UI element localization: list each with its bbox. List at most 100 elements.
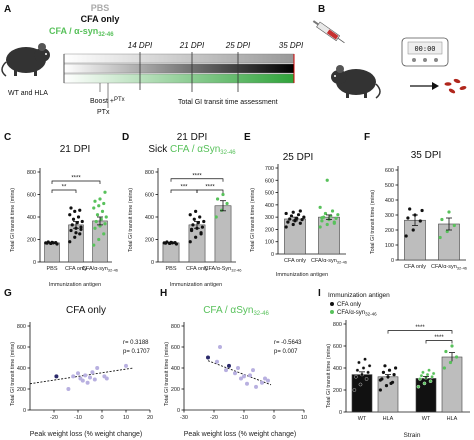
panel-i-point — [387, 368, 392, 372]
panel-i-ytick-label: 800 — [333, 322, 342, 328]
panel-e-xtick-label: CFA only — [284, 258, 306, 264]
panel-c-ytick-label: 800 — [27, 170, 36, 176]
panel-g-ytick-label: 800 — [17, 324, 26, 330]
panel-h-point — [242, 374, 246, 379]
panel-g-xlabel: Peak weight loss (% weight change) — [30, 431, 142, 438]
panel-g-xtick-label: -10 — [74, 415, 82, 421]
panel-c-point — [55, 242, 59, 246]
panel-i-point — [378, 388, 382, 392]
chart-i: 0 200 400 600 800 WT HLA WT HLA **** **** — [333, 320, 470, 422]
panel-d-significance: *** — [180, 185, 188, 191]
panel-i-xlabel: Strain — [404, 432, 421, 439]
panel-f-ytick-label: 500 — [385, 183, 394, 189]
panel-h-xtick-label: -10 — [240, 415, 248, 421]
panel-c-ytick-label: 600 — [27, 193, 36, 199]
panel-h-point — [233, 371, 237, 376]
chart-e: 0 100 200 300 400 500 600 700 CFA only CFA/α-syn3… — [265, 164, 348, 265]
panel-f-point — [438, 235, 442, 240]
panel-g-ytick-label: 200 — [17, 387, 26, 393]
panel-h-xtick-label: -30 — [180, 415, 188, 421]
panel-e-point — [325, 178, 329, 182]
panel-d-point — [191, 223, 195, 227]
panel-h-point — [239, 376, 243, 381]
panel-i-point — [392, 373, 396, 377]
panel-i-point — [383, 364, 387, 368]
panel-e-point — [284, 211, 288, 216]
panel-i-bar — [351, 374, 373, 413]
panel-e-point — [298, 209, 302, 213]
panel-c-point — [79, 225, 83, 229]
panel-g-xtick-label: -20 — [50, 415, 58, 421]
panel-e-xtick-label: CFA/α-syn32-46 — [311, 258, 348, 265]
panel-e-point — [318, 205, 322, 209]
panel-i-point — [389, 381, 393, 385]
panel-h-ytick-label: 200 — [171, 387, 180, 393]
panel-i-legend-syn: CFA/α-syn32-46 — [337, 310, 377, 317]
panel-c-xtick-label: CFA only — [65, 266, 87, 272]
panel-e-point — [288, 217, 292, 221]
panel-d-ytick-label: 200 — [145, 238, 154, 244]
panel-g-point — [71, 374, 76, 379]
panel-h-point — [251, 368, 255, 373]
panel-c-point — [69, 228, 73, 233]
panel-d-point — [202, 219, 206, 224]
panel-c-bracket — [51, 180, 101, 184]
panel-f-title: 35 DPI — [411, 150, 442, 161]
panel-e-ytick-label: 700 — [265, 166, 274, 172]
panel-e-point — [286, 220, 290, 224]
panel-i-legend-title: Immunization antigen — [328, 292, 390, 299]
panel-d-point — [221, 192, 225, 197]
panel-i-significance: **** — [434, 335, 444, 341]
panel-c-point — [79, 227, 83, 231]
timer-readout: 00:00 — [414, 45, 435, 53]
panel-c-point — [98, 197, 102, 201]
panel-d-xtick-label: CFA/α-Syn32-46 — [205, 266, 243, 273]
panel-i-point — [361, 366, 366, 370]
panel-label-e: E — [244, 132, 251, 143]
panel-i-point — [444, 349, 448, 354]
panel-d-point — [225, 201, 229, 206]
panel-i-bar — [377, 376, 399, 413]
panel-i-point — [394, 366, 398, 370]
panel-d-point — [199, 231, 203, 235]
panel-c-title: 21 DPI — [60, 144, 91, 155]
panel-label-i: I — [318, 288, 321, 299]
panel-h-r: r= -0.5643 — [274, 340, 302, 346]
panel-d-point — [198, 215, 202, 219]
timeline-bar-syn — [63, 73, 295, 84]
panel-f-point — [418, 219, 422, 223]
panel-g-ytick-label: 0 — [23, 408, 26, 414]
panel-d-title: 21 DPI — [177, 132, 208, 143]
day-35-label: 35 DPI — [279, 41, 304, 50]
panel-b: B 00:00 — [312, 4, 467, 99]
panel-h-xlabel: Peak weight loss (% weight change) — [184, 431, 296, 438]
panel-f-bar — [404, 219, 426, 261]
group-pbs-label: PBS — [91, 3, 110, 13]
panel-f-ylabel: Total GI transit time (mins) — [370, 190, 376, 254]
panel-d-bar — [214, 205, 232, 263]
panel-g-xtick-label: 20 — [147, 415, 153, 421]
panel-f-point — [408, 207, 412, 211]
panel-h-title: CFA / αSyn32-46 — [203, 305, 269, 317]
panel-h-xtick-label: -20 — [210, 415, 218, 421]
panel-d-point — [189, 227, 194, 231]
panel-d-point — [188, 240, 192, 244]
panel-f-ytick-label: 200 — [385, 228, 394, 234]
panel-g-ytick-label: 400 — [17, 366, 26, 372]
day-14-label: 14 DPI — [128, 41, 153, 50]
panel-e-point — [320, 219, 324, 223]
panel-c-point — [80, 219, 84, 224]
panel-i-ytick-label: 0 — [339, 410, 342, 416]
panel-d-point — [194, 209, 198, 213]
panel-c-point — [103, 222, 107, 226]
legend-dot-syn — [330, 310, 334, 314]
panel-h-point — [227, 363, 231, 368]
panel-i-point — [454, 355, 459, 359]
panel-e-ytick-label: 100 — [265, 240, 274, 246]
panel-d-ytick-label: 400 — [145, 215, 154, 221]
panel-e-point — [332, 221, 336, 225]
panel-h-ylabel: Total GI transit time (mins) — [164, 342, 170, 406]
panel-c-ylabel: Total GI transit time (mins) — [10, 188, 16, 252]
panel-h-point — [224, 368, 228, 373]
panel-f-ytick-label: 0 — [391, 258, 394, 264]
